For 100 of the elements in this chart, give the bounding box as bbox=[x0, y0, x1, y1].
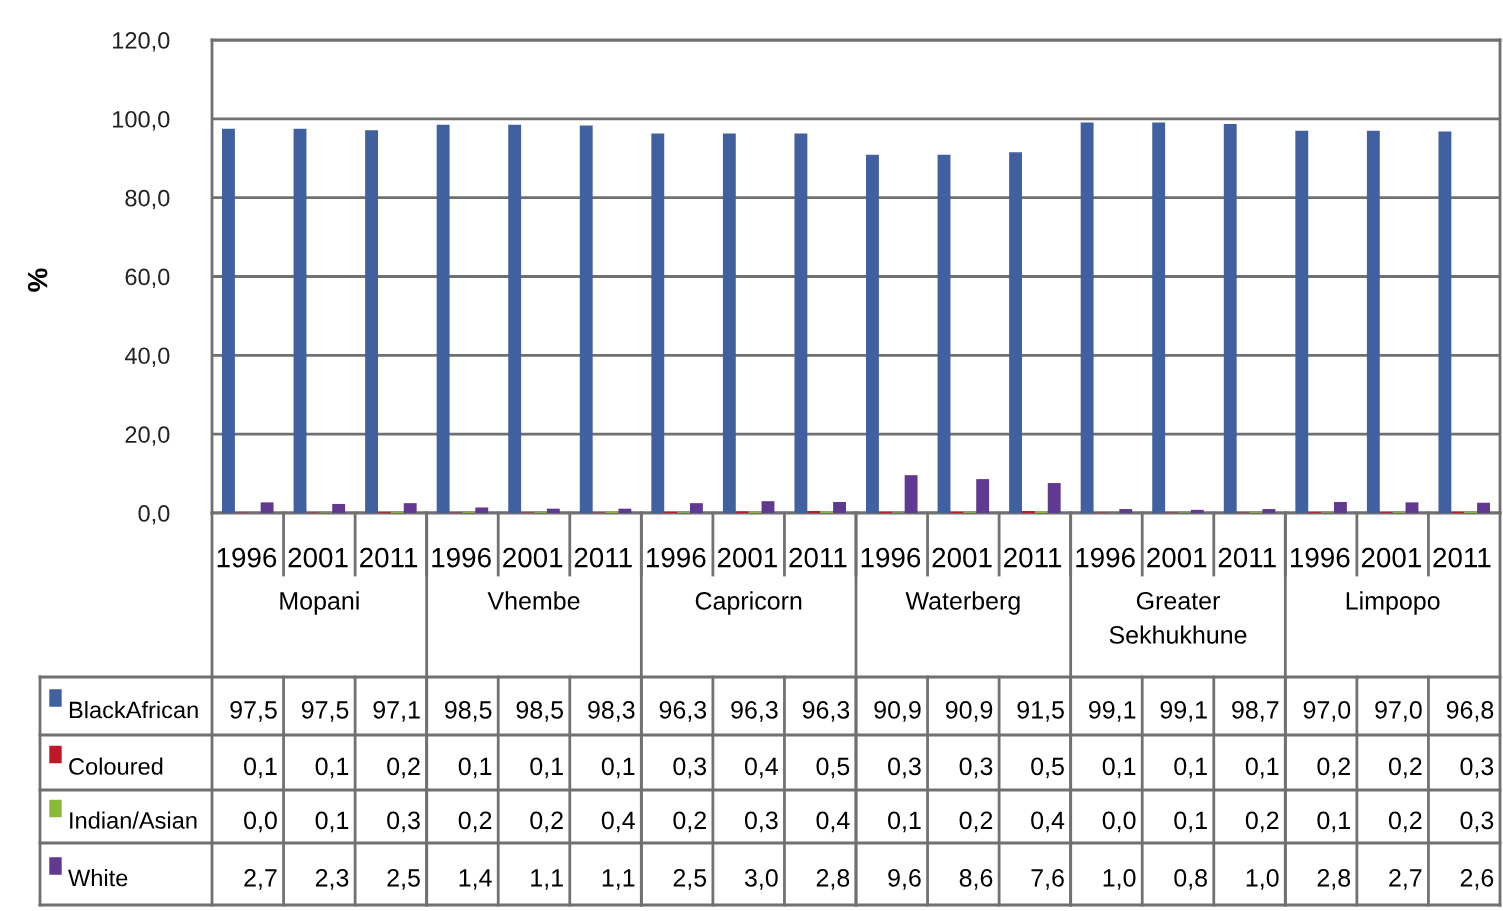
data-label: 0,5 bbox=[1031, 757, 1064, 779]
bar bbox=[976, 479, 990, 513]
data-label: 1,0 bbox=[1103, 869, 1136, 890]
bar bbox=[1438, 131, 1452, 513]
bar bbox=[904, 475, 918, 513]
data-label: 9,6 bbox=[888, 869, 921, 890]
data-label: 2,7 bbox=[244, 869, 277, 890]
data-label: 99,1 bbox=[1089, 701, 1136, 722]
y-tick-label: 100,0 bbox=[113, 110, 170, 131]
data-label: 0,1 bbox=[1102, 757, 1136, 779]
data-label: 99,1 bbox=[1160, 701, 1207, 722]
data-label: 97,0 bbox=[1303, 701, 1351, 722]
bar bbox=[1223, 123, 1237, 513]
data-label: 0,1 bbox=[888, 811, 921, 833]
data-label: 1,1 bbox=[602, 869, 635, 890]
data-label: 2,5 bbox=[673, 869, 707, 890]
x-tick-label: 2011 bbox=[1433, 547, 1491, 568]
data-label: 96,8 bbox=[1446, 701, 1494, 722]
data-label: 1,1 bbox=[531, 869, 563, 890]
data-label: 0,1 bbox=[244, 757, 277, 779]
data-label: 97,0 bbox=[1375, 701, 1422, 722]
data-label: 90,9 bbox=[945, 701, 993, 722]
data-label: 0,3 bbox=[387, 811, 420, 833]
y-tick-label: 120,0 bbox=[113, 32, 170, 52]
x-tick-label: 1996 bbox=[861, 547, 921, 568]
data-label: 0,2 bbox=[458, 811, 492, 833]
bar bbox=[508, 124, 522, 513]
data-label: 96,3 bbox=[802, 701, 850, 722]
data-label: 2,8 bbox=[816, 869, 850, 890]
data-label: 0,1 bbox=[1174, 757, 1207, 779]
x-tick-label: 2001 bbox=[932, 547, 992, 568]
bar bbox=[1333, 501, 1347, 513]
bar bbox=[722, 133, 736, 513]
bar bbox=[1295, 130, 1309, 513]
bar bbox=[761, 501, 775, 513]
bar bbox=[1190, 509, 1204, 513]
bar bbox=[436, 124, 450, 513]
bar bbox=[365, 130, 379, 513]
data-label: 0,1 bbox=[601, 757, 635, 779]
x-tick-label: 2001 bbox=[1361, 547, 1421, 568]
x-tick-label: 2011 bbox=[574, 547, 632, 568]
data-label: 0,2 bbox=[530, 811, 563, 833]
data-label: 0,2 bbox=[1245, 811, 1279, 833]
x-tick-label: 1996 bbox=[647, 547, 706, 568]
legend-label: BlackAfrican bbox=[69, 700, 198, 719]
legend-label: White bbox=[68, 868, 128, 887]
data-label: 96,3 bbox=[731, 701, 778, 722]
bar bbox=[833, 501, 846, 513]
x-tick-label: 1996 bbox=[432, 547, 491, 568]
text: Greater Sekhukhune bbox=[1109, 591, 1247, 644]
data-label: 0,4 bbox=[1031, 811, 1065, 833]
data-label: 2,5 bbox=[387, 869, 420, 890]
data-label: 0,4 bbox=[816, 811, 850, 833]
y-tick-label: 40,0 bbox=[124, 347, 170, 367]
data-label: 0,0 bbox=[1102, 811, 1136, 833]
data-label: 0,3 bbox=[744, 811, 778, 833]
legend-label: Coloured bbox=[69, 757, 163, 775]
text: Waterberg bbox=[905, 591, 1020, 615]
bar bbox=[1009, 152, 1023, 513]
bar bbox=[1152, 122, 1166, 513]
data-label: 98,5 bbox=[445, 701, 492, 722]
x-tick-label: 2011 bbox=[360, 547, 418, 568]
data-label: 0,3 bbox=[959, 757, 993, 779]
data-label: 97,5 bbox=[301, 701, 349, 722]
x-tick-label: 1996 bbox=[1076, 547, 1135, 568]
data-label: 0,1 bbox=[1174, 811, 1207, 833]
data-label: 0,2 bbox=[1388, 811, 1422, 833]
data-label: 2,7 bbox=[1389, 869, 1422, 890]
bar bbox=[293, 128, 307, 513]
x-tick-label: 2011 bbox=[789, 547, 847, 568]
data-label: 2,6 bbox=[1460, 869, 1494, 890]
bar bbox=[866, 154, 879, 513]
data-label: 0,3 bbox=[888, 757, 921, 779]
bar bbox=[1047, 483, 1061, 513]
data-label: 8,6 bbox=[959, 869, 993, 890]
text: Vhembe bbox=[487, 591, 580, 610]
data-label: 0,1 bbox=[315, 811, 349, 833]
bar bbox=[1405, 502, 1419, 513]
data-label: 1,0 bbox=[1246, 869, 1279, 890]
bar bbox=[651, 133, 665, 513]
x-tick-label: 2001 bbox=[288, 547, 348, 568]
data-label: 2,8 bbox=[1317, 869, 1351, 890]
data-label: 0,2 bbox=[1388, 757, 1422, 779]
bar bbox=[332, 503, 346, 513]
legend-label: Indian/Asian bbox=[70, 811, 197, 829]
data-label: 0,1 bbox=[1245, 757, 1279, 779]
bar bbox=[260, 502, 274, 513]
data-label: 0,1 bbox=[1317, 811, 1350, 833]
data-label: 0,2 bbox=[959, 811, 993, 833]
data-label: 3,0 bbox=[744, 869, 778, 890]
data-label: 0,4 bbox=[601, 811, 635, 833]
bar bbox=[546, 508, 560, 513]
y-tick-label: 80,0 bbox=[125, 189, 170, 210]
text: Mopani bbox=[280, 591, 359, 615]
data-label: 91,5 bbox=[1017, 701, 1064, 722]
data-label: 97,5 bbox=[230, 701, 277, 722]
data-label: 0,2 bbox=[1317, 757, 1350, 779]
bar bbox=[618, 508, 632, 513]
data-label: 0,1 bbox=[530, 757, 563, 779]
bar bbox=[222, 128, 235, 513]
